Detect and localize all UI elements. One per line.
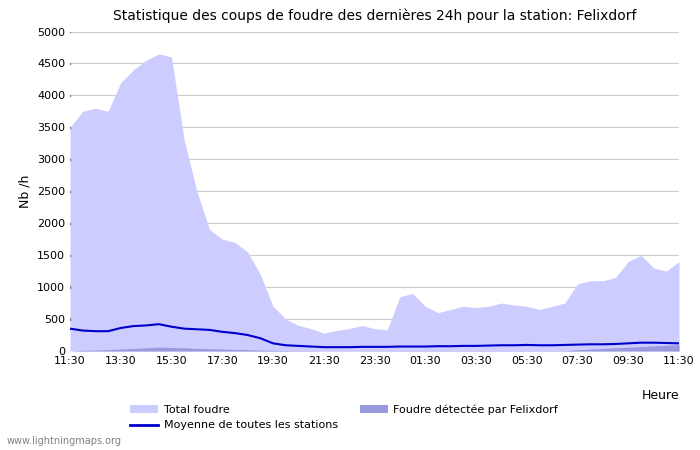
Title: Statistique des coups de foudre des dernières 24h pour la station: Felixdorf: Statistique des coups de foudre des dern… (113, 9, 636, 23)
Text: Heure: Heure (641, 389, 679, 402)
Legend: Total foudre, Moyenne de toutes les stations, Foudre détectée par Felixdorf: Total foudre, Moyenne de toutes les stat… (126, 400, 562, 435)
Text: www.lightningmaps.org: www.lightningmaps.org (7, 436, 122, 446)
Y-axis label: Nb /h: Nb /h (18, 175, 32, 208)
